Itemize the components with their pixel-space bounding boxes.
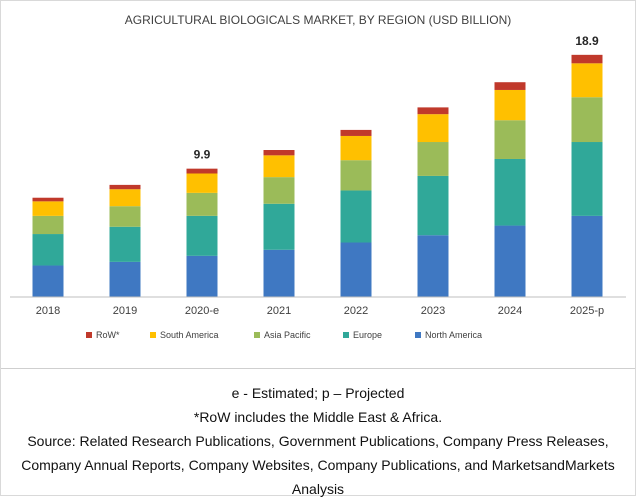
- x-tick-label-2021: 2021: [267, 305, 291, 317]
- bar-segment-europe-2024: [494, 158, 526, 226]
- legend: RoW* South America Asia Pacific Europe North…: [86, 330, 482, 340]
- legend-label-row: RoW*: [96, 330, 120, 340]
- chart-notes: e - Estimated; p – Projected *RoW includ…: [0, 381, 636, 501]
- bar-segment-asia-pacific-2025-p: [571, 97, 603, 143]
- bar-segment-europe-2019: [109, 226, 141, 262]
- bar-segment-row-2023: [417, 107, 449, 115]
- x-tick-label-2022: 2022: [344, 305, 368, 317]
- bar-segment-europe-2020-e: [186, 215, 218, 256]
- row-footnote: *RoW includes the Middle East & Africa.: [193, 409, 443, 425]
- bar-segment-row-2018: [32, 197, 64, 202]
- legend-label-europe: Europe: [353, 330, 382, 340]
- legend-label-asia-pacific: Asia Pacific: [264, 330, 311, 340]
- bar-segment-south-america-2020-e: [186, 173, 218, 193]
- bar-segment-row-2024: [494, 82, 526, 90]
- bar-segment-asia-pacific-2023: [417, 142, 449, 176]
- bar-segment-asia-pacific-2022: [340, 160, 372, 191]
- bar-segment-south-america-2024: [494, 89, 526, 121]
- x-tick-label-2024: 2024: [498, 305, 522, 317]
- chart-title: AGRICULTURAL BIOLOGICALS MARKET, BY REGI…: [125, 13, 512, 27]
- source-note: Source: Related Research Publications, G…: [21, 433, 615, 497]
- bar-segment-europe-2021: [263, 203, 295, 250]
- bar-segment-europe-2018: [32, 234, 64, 266]
- bar-segment-row-2021: [263, 150, 295, 156]
- bar-segment-row-2022: [340, 129, 372, 136]
- bar-segment-south-america-2023: [417, 114, 449, 143]
- bar-segment-asia-pacific-2018: [32, 215, 64, 235]
- legend-swatch-south-america: [150, 332, 156, 338]
- bar-segment-asia-pacific-2020-e: [186, 192, 218, 216]
- bars-group: [32, 54, 603, 297]
- notes-divider: [1, 368, 635, 369]
- bar-segment-south-america-2022: [340, 135, 372, 161]
- legend-label-south-america: South America: [160, 330, 219, 340]
- bar-segment-europe-2023: [417, 175, 449, 236]
- bar-segment-south-america-2019: [109, 189, 141, 207]
- bar-segment-north-america-2021: [263, 249, 295, 297]
- bar-segment-south-america-2025-p: [571, 63, 603, 98]
- bar-segment-asia-pacific-2019: [109, 206, 141, 227]
- total-label-2020-e: 9.9: [194, 148, 211, 162]
- bar-segment-north-america-2024: [494, 225, 526, 297]
- bar-segment-europe-2022: [340, 190, 372, 243]
- bar-segment-row-2020-e: [186, 168, 218, 174]
- bar-segment-south-america-2021: [263, 155, 295, 178]
- estimated-projected-note: e - Estimated; p – Projected: [231, 385, 405, 401]
- legend-swatch-north-america: [415, 332, 421, 338]
- x-tick-label-2023: 2023: [421, 305, 445, 317]
- bar-segment-north-america-2019: [109, 261, 141, 297]
- legend-swatch-row: [86, 332, 92, 338]
- bar-segment-south-america-2018: [32, 201, 64, 216]
- x-tick-label-2025-p: 2025-p: [570, 305, 604, 317]
- stacked-bar-chart: AGRICULTURAL BIOLOGICALS MARKET, BY REGI…: [10, 13, 626, 340]
- legend-swatch-europe: [343, 332, 349, 338]
- bar-segment-asia-pacific-2024: [494, 120, 526, 159]
- total-labels: 9.9 18.9: [194, 34, 599, 162]
- legend-swatch-asia-pacific: [254, 332, 260, 338]
- x-tick-labels: 2018 2019 2020-e 2021 2022 2023 2024 2025-p: [36, 305, 604, 317]
- bar-segment-north-america-2025-p: [571, 215, 603, 297]
- bar-segment-north-america-2020-e: [186, 255, 218, 297]
- bar-segment-north-america-2022: [340, 242, 372, 297]
- x-tick-label-2018: 2018: [36, 305, 60, 317]
- bar-segment-row-2019: [109, 184, 141, 190]
- bar-segment-north-america-2018: [32, 265, 64, 297]
- bar-segment-asia-pacific-2021: [263, 177, 295, 204]
- x-tick-label-2020-e: 2020-e: [185, 305, 219, 317]
- bar-segment-europe-2025-p: [571, 142, 603, 216]
- total-label-2025-p: 18.9: [575, 34, 599, 48]
- bar-segment-north-america-2023: [417, 235, 449, 297]
- bar-segment-row-2025-p: [571, 54, 603, 64]
- x-tick-label-2019: 2019: [113, 305, 137, 317]
- legend-label-north-america: North America: [425, 330, 482, 340]
